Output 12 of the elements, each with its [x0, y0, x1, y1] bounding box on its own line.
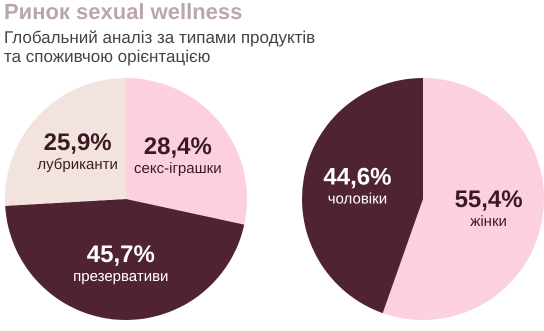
slice-label: жінки	[470, 212, 507, 230]
data-label: 28,4%	[144, 132, 212, 160]
data-label: 55,4%	[454, 186, 523, 213]
data-label: 45,7%	[86, 240, 155, 268]
chart-title: Ринок sexual wellness	[4, 0, 242, 24]
data-label: 25,9%	[44, 128, 112, 156]
slice-label: секс-іграшки	[134, 160, 222, 177]
slice-label: чоловіки	[328, 190, 388, 208]
data-label: 44,6%	[323, 163, 392, 190]
chart-subtitle: Глобальний аналіз за типами продуктів та споживчою орієнтацією	[4, 28, 316, 66]
slice-label: лубриканти	[37, 156, 118, 173]
slice-label: презервативи	[73, 268, 168, 285]
